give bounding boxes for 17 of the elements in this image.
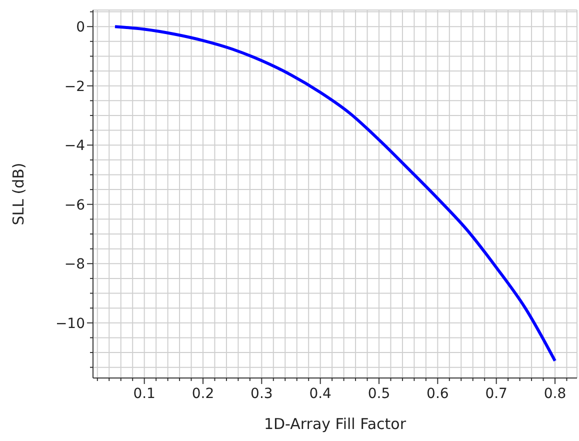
y-axis-title: SLL (dB) — [9, 162, 28, 226]
x-tick-label: 0.7 — [485, 386, 508, 402]
line-series — [114, 25, 556, 362]
y-tick-label: −10 — [55, 316, 85, 332]
x-tick-label: 0.4 — [309, 386, 332, 402]
y-tick-label: 0 — [76, 20, 85, 36]
x-tick-label: 0.3 — [250, 386, 273, 402]
y-tick-label: −8 — [64, 256, 85, 273]
x-axis-title: 1D-Array Fill Factor — [264, 415, 407, 433]
y-tick-label: −4 — [64, 138, 86, 154]
x-tick-label: 0.2 — [192, 386, 214, 402]
x-tick-label: 0.6 — [426, 386, 449, 402]
y-tick-label: −2 — [64, 78, 85, 95]
y-tick-label: −6 — [64, 197, 86, 214]
x-tick-label: 0.5 — [368, 386, 390, 402]
x-tick-label: 0.1 — [133, 386, 156, 402]
x-tick-label: 0.8 — [544, 386, 566, 402]
